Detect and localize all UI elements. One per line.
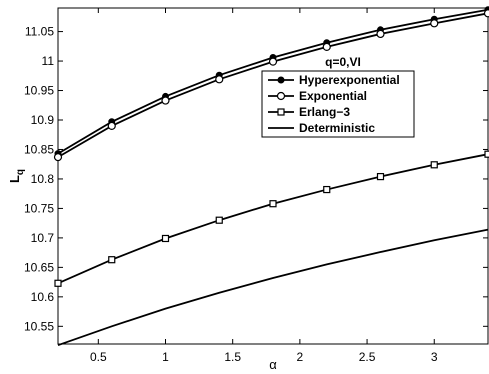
- data-point: [161, 234, 170, 243]
- y-tick-label: 10.55: [24, 319, 54, 333]
- series-3: [57, 228, 489, 347]
- data-point: [277, 76, 285, 84]
- x-tick-label: 1.5: [224, 350, 241, 364]
- y-tick-label: 10.7: [31, 231, 55, 245]
- x-tick-label: 2.5: [359, 350, 376, 364]
- y-tick-label: 10.95: [24, 84, 54, 98]
- y-tick-label: 10.85: [24, 142, 54, 156]
- y-tick-label: 10.65: [24, 260, 54, 274]
- data-point: [161, 96, 170, 105]
- data-point: [277, 108, 285, 116]
- data-point: [376, 172, 385, 181]
- legend-label: Erlang−3: [299, 105, 350, 119]
- data-point: [376, 29, 385, 39]
- legend-entry: Deterministic: [268, 121, 375, 135]
- y-tick-label: 10.75: [24, 201, 54, 215]
- series-1: [53, 9, 489, 162]
- x-axis-label: α: [269, 357, 277, 372]
- data-point: [430, 19, 439, 28]
- x-tick-label: 3: [431, 350, 438, 364]
- series-lines: [53, 6, 489, 347]
- legend-entry: Hyperexponential: [268, 73, 400, 87]
- axis-ticks: 0.5 1 1.5 2 2.5 3 10.55 10.6 10.65 10.7 10.75 10.8 1…: [24, 8, 488, 364]
- x-tick-label: 1: [162, 350, 169, 364]
- legend-box: [261, 70, 415, 138]
- y-tick-label: 10.9: [31, 113, 55, 127]
- data-point: [107, 121, 116, 130]
- y-tick-label: 11: [42, 54, 55, 68]
- legend: Hyperexponential Exponential Erlang−3 Deter…: [261, 70, 415, 138]
- legend-label: Exponential: [299, 89, 367, 103]
- legend-label: Hyperexponential: [299, 73, 400, 87]
- data-point: [53, 153, 63, 162]
- data-point: [276, 91, 286, 101]
- y-tick-label: 10.8: [31, 172, 55, 186]
- chart-annotation: q=0,VI: [325, 55, 361, 69]
- x-tick-label: 2: [297, 350, 304, 364]
- x-tick-label: 0.5: [90, 350, 107, 364]
- data-point: [108, 256, 116, 264]
- series-line: [57, 228, 489, 347]
- data-point: [430, 161, 438, 169]
- series-2: [54, 150, 489, 287]
- data-point: [484, 150, 489, 158]
- y-tick-label: 11.05: [25, 25, 54, 39]
- legend-entry: Exponential: [268, 89, 367, 103]
- data-point: [215, 216, 223, 224]
- legend-entry: Erlang−3: [268, 105, 350, 119]
- data-point: [54, 279, 62, 287]
- y-axis-label: Lq: [7, 169, 26, 183]
- data-point: [215, 75, 224, 84]
- data-point: [269, 200, 277, 208]
- data-point: [323, 185, 331, 194]
- y-tick-label: 10.6: [31, 290, 55, 304]
- legend-label: Deterministic: [299, 121, 375, 135]
- data-point: [322, 42, 331, 52]
- data-point: [483, 9, 489, 18]
- y-axis-label-text: Lq: [7, 169, 26, 183]
- data-point: [268, 57, 278, 66]
